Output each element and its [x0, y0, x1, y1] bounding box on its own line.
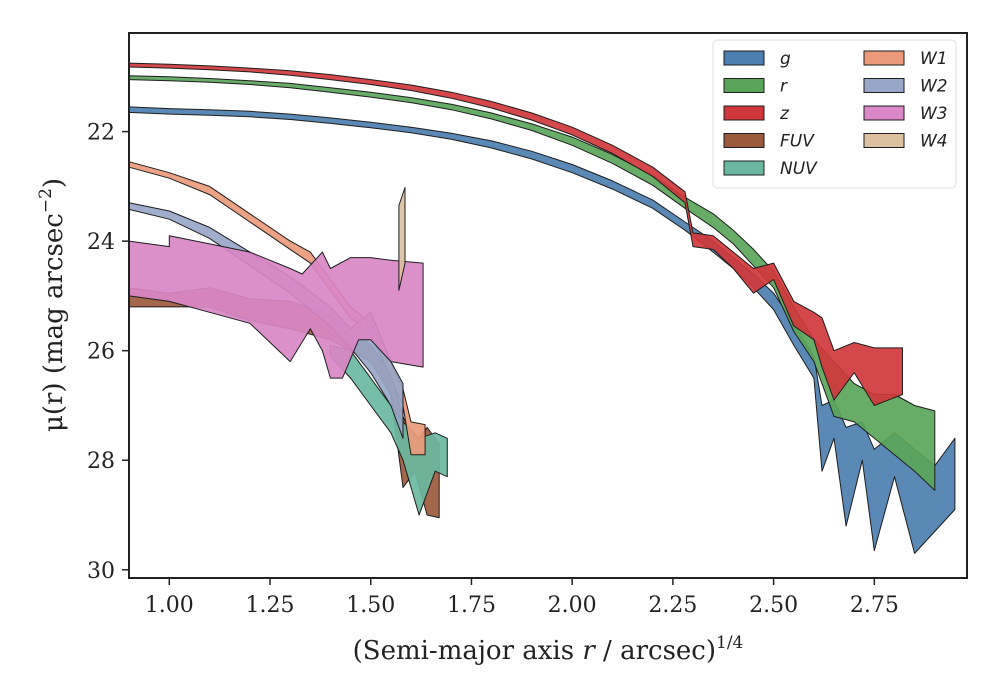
band-w4 — [398, 187, 406, 291]
band-r — [128, 75, 936, 491]
y-axis-label: μ(r) (mag arcsec−2) — [36, 178, 69, 432]
legend-label-w1: W1 — [920, 49, 948, 69]
y-tick-label: 30 — [87, 559, 115, 584]
x-tick-label: 1.00 — [145, 593, 194, 618]
y-tick-label: 24 — [87, 230, 115, 255]
legend-swatch-g — [723, 50, 765, 66]
band-w1 — [128, 161, 426, 456]
band-z — [128, 62, 903, 406]
legend: grz FUV NUV W1 W2 W3 W4 — [712, 39, 957, 189]
legend-swatch-w2 — [863, 78, 905, 93]
legend-label-nuv: NUV — [780, 159, 818, 179]
legend-swatch-fuv — [723, 133, 765, 148]
legend-label-g: g — [780, 49, 791, 69]
legend-label-w2: W2 — [920, 77, 948, 97]
legend-swatch-r — [723, 78, 765, 93]
x-axis-label: (Semi-major axis r / arcsec)1/4 — [353, 633, 744, 666]
x-tick-label: 1.25 — [246, 593, 295, 618]
y-tick-label: 28 — [87, 449, 115, 474]
x-tick-label: 1.50 — [346, 593, 395, 618]
legend-swatch-z — [723, 105, 765, 121]
y-tick-label: 22 — [87, 121, 115, 146]
x-tick-label: 2.50 — [749, 593, 798, 618]
legend-label-w4: W4 — [920, 132, 948, 152]
band-nuv — [329, 344, 448, 516]
plot-frame — [128, 32, 968, 579]
legend-swatch-nuv — [723, 160, 765, 176]
legend-swatch-w3 — [863, 105, 905, 121]
x-tick-label: 2.25 — [648, 593, 697, 618]
legend-label-w3: W3 — [920, 104, 948, 124]
band-w3 — [128, 235, 424, 379]
x-tick-label: 2.00 — [548, 593, 597, 618]
legend-label-z: z — [779, 104, 790, 124]
legend-label-fuv: FUV — [780, 132, 815, 152]
x-tick-label: 1.75 — [447, 593, 496, 618]
legend-swatch-w4 — [863, 133, 905, 148]
surface-brightness-bands — [128, 62, 956, 554]
legend-swatch-w1 — [863, 50, 905, 66]
band-g — [128, 106, 956, 554]
legend-box — [712, 39, 957, 189]
x-tick-label: 2.75 — [850, 593, 899, 618]
y-axis: 22 24 26 28 30 — [87, 121, 129, 584]
y-tick-label: 26 — [87, 340, 115, 365]
legend-label-r: r — [780, 77, 788, 97]
x-axis: 1.00 1.25 1.50 1.75 2.00 2.25 2.50 2.75 — [145, 578, 899, 618]
